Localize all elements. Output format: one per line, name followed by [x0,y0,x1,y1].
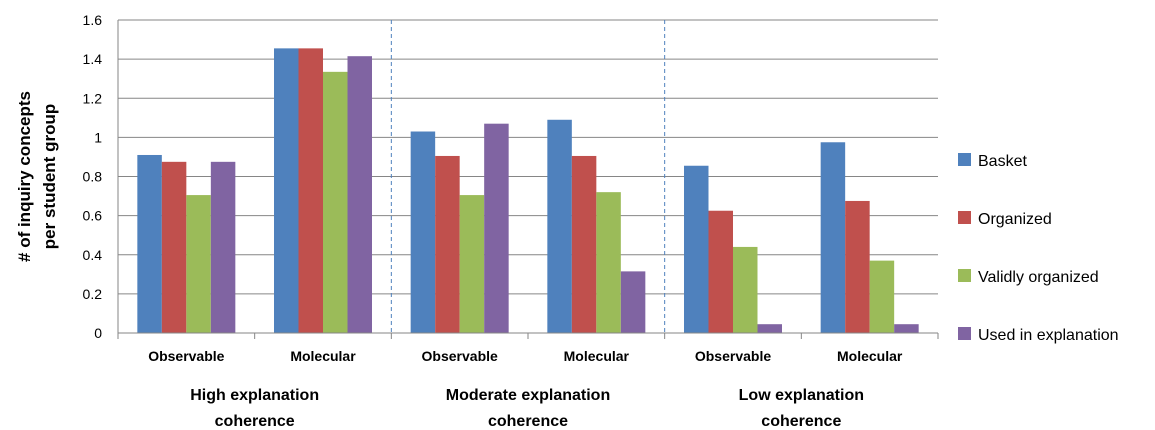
bar-used-in-explanation [348,56,373,333]
bar-used-in-explanation [484,124,509,333]
bar-basket [411,132,436,333]
legend-swatch [958,269,971,282]
bar-validly-organized [186,195,211,333]
bar-organized [709,211,734,333]
legend-swatch [958,153,971,166]
legend-label: Basket [978,153,1027,170]
legend-label: Used in explanation [978,327,1119,344]
gridlines [118,20,938,339]
category-label: Observable [422,348,498,364]
group-labels: High explanation coherence Moderate explan… [190,387,864,430]
legend-swatch [958,211,971,224]
y-tick-label: 1.6 [83,12,103,28]
category-label: Observable [148,348,224,364]
legend-label: Validly organized [978,269,1099,286]
bar-used-in-explanation [758,324,783,333]
y-axis-label: per student group [40,104,59,249]
legend: Basket Organized Validly organized Used in … [958,153,1119,344]
y-tick-label: 0 [94,325,102,341]
bar-validly-organized [460,195,485,333]
bar-validly-organized [323,72,348,333]
y-tick-label: 1 [94,129,102,145]
category-label: Observable [695,348,771,364]
group-label: High explanation [190,387,319,404]
bar-used-in-explanation [211,162,236,333]
y-tick-label: 0.8 [83,169,103,185]
category-label: Molecular [564,348,630,364]
category-label: Molecular [290,348,356,364]
bar-basket [274,48,299,333]
y-tick-label: 0.4 [83,247,103,263]
bar-validly-organized [733,247,758,333]
y-tick-label: 0.2 [83,286,103,302]
group-label: coherence [488,413,568,430]
bar-used-in-explanation [894,324,919,333]
y-tick-labels: 0 0.2 0.4 0.6 0.8 1 1.2 1.4 1.6 [83,12,103,341]
bar-organized [299,48,324,333]
legend-label: Organized [978,211,1052,228]
bar-basket [684,166,709,333]
group-label: coherence [761,413,841,430]
y-axis-title: # of inquiry concepts per student group [15,91,59,262]
bar-basket [137,155,162,333]
bar-used-in-explanation [621,271,646,333]
bar-organized [162,162,187,333]
category-labels: Observable Molecular Observable Molecular Ob… [148,348,903,364]
legend-swatch [958,327,971,340]
y-tick-label: 0.6 [83,208,103,224]
y-axis-label: # of inquiry concepts [15,91,34,262]
bar-validly-organized [596,192,621,333]
category-label: Molecular [837,348,903,364]
group-label: coherence [215,413,295,430]
bar-organized [572,156,597,333]
bar-basket [547,120,572,333]
group-label: Low explanation [739,387,864,404]
bar-validly-organized [870,261,895,333]
bar-organized [435,156,460,333]
group-label: Moderate explanation [446,387,610,404]
bar-basket [821,142,846,333]
bar-organized [845,201,870,333]
y-tick-label: 1.2 [83,90,103,106]
bars [137,48,918,333]
y-tick-label: 1.4 [83,51,103,67]
